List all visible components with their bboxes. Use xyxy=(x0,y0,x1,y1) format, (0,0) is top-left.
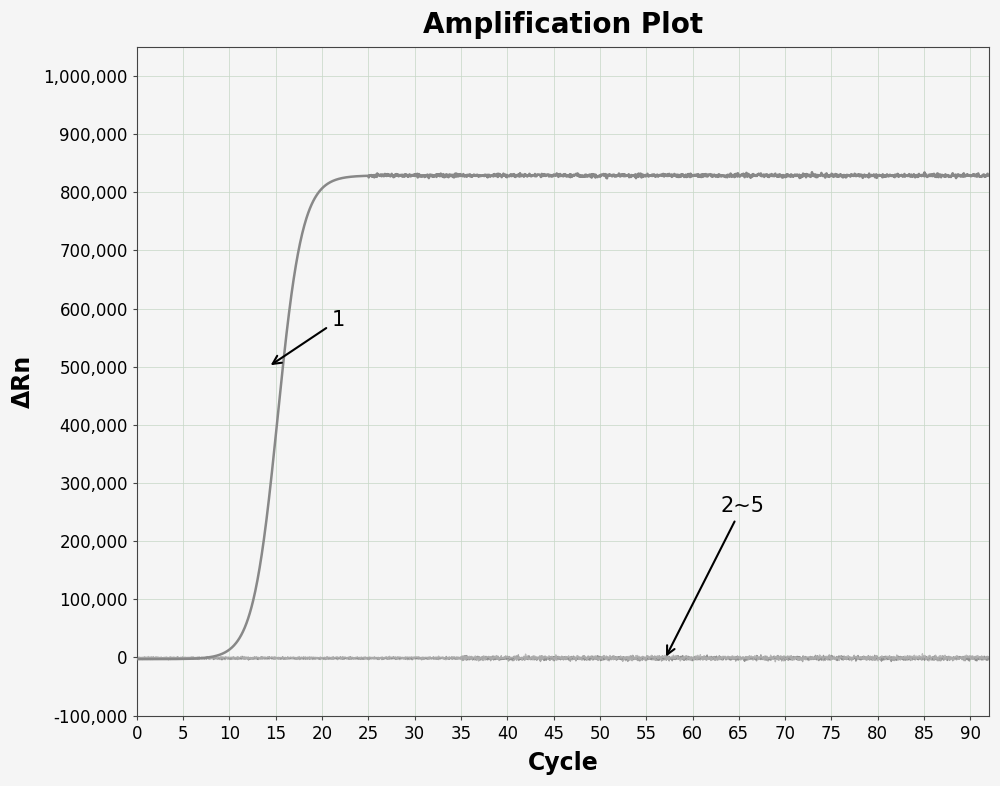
Text: 1: 1 xyxy=(273,310,345,364)
X-axis label: Cycle: Cycle xyxy=(527,751,598,775)
Y-axis label: ΔRn: ΔRn xyxy=(11,354,35,408)
Text: 2~5: 2~5 xyxy=(667,496,764,655)
Title: Amplification Plot: Amplification Plot xyxy=(423,11,703,39)
